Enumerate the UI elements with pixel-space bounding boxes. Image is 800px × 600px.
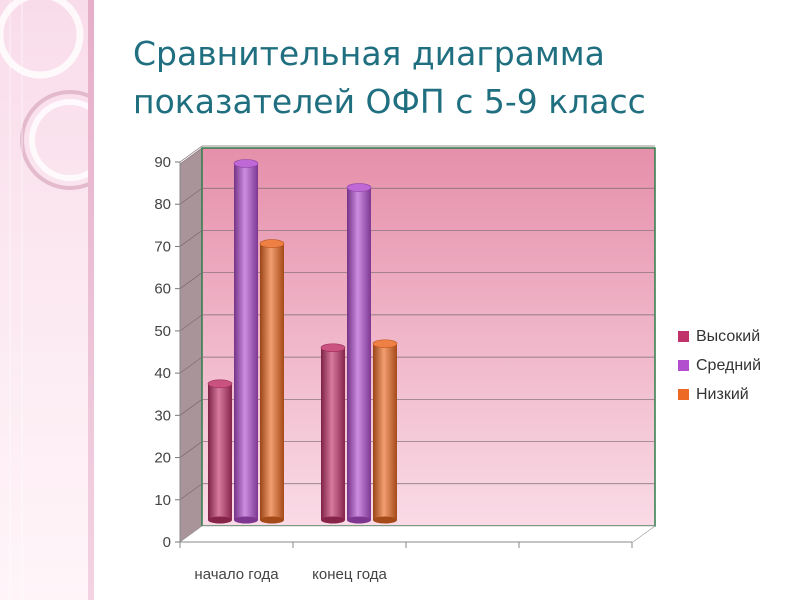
- legend-swatch: [678, 360, 689, 371]
- decorative-side-panel: [0, 0, 88, 600]
- gridline-side: [179, 145, 203, 163]
- bar-chart: 0 10 20 30 40 50 60 70 80 90 начало года конец года: [154, 145, 656, 583]
- bar-top: [207, 379, 233, 389]
- gridline-side: [179, 187, 203, 205]
- y-tick-label: 0: [163, 534, 171, 551]
- y-tick-label: 90: [154, 154, 171, 171]
- x-tick-label: начало года: [194, 566, 279, 583]
- y-tick-label: 40: [154, 365, 171, 382]
- y-tick-label: 30: [154, 407, 171, 424]
- y-tick-label: 20: [154, 450, 171, 467]
- x-tick-label: конец года: [312, 566, 387, 583]
- y-tick-label: 70: [154, 238, 171, 255]
- bar-Высокий: [321, 347, 345, 520]
- bar-top: [346, 183, 372, 192]
- chart-floor: [179, 525, 656, 543]
- legend-label: Средний: [696, 356, 762, 374]
- legend-item: Высокий: [678, 322, 761, 351]
- chart-legend: Высокий Средний Низкий: [678, 322, 761, 409]
- bar-Низкий: [260, 243, 284, 520]
- y-tick-label: 80: [154, 196, 171, 213]
- y-tick-label: 50: [154, 323, 171, 340]
- gridline-side: [179, 483, 203, 501]
- chart-side-wall: [179, 147, 203, 543]
- bar-base: [347, 516, 371, 524]
- y-tick-label: 60: [154, 281, 171, 298]
- slide-title: Сравнительная диаграмма показателей ОФП …: [133, 30, 773, 126]
- legend-label: Высокий: [696, 327, 761, 345]
- gridline-side: [179, 314, 203, 332]
- bar-top: [233, 159, 259, 168]
- bar-base: [260, 516, 284, 524]
- bar-base: [373, 516, 397, 524]
- bar-base: [234, 516, 258, 524]
- gridline-side: [179, 272, 203, 289]
- bar-top: [320, 343, 346, 353]
- legend-swatch: [678, 331, 689, 342]
- gridline-side: [179, 399, 203, 416]
- legend-swatch: [678, 389, 689, 400]
- bar-top: [372, 339, 398, 349]
- y-tick-label: 10: [154, 492, 171, 509]
- legend-item: Средний: [678, 351, 761, 380]
- legend-item: Низкий: [678, 380, 761, 409]
- legend-label: Низкий: [696, 385, 749, 403]
- title-line-1: Сравнительная диаграмма: [133, 34, 605, 73]
- gridline-side: [179, 230, 203, 247]
- gridline-side: [179, 441, 203, 458]
- bar-Средний: [234, 163, 258, 520]
- title-line-2: показателей ОФП с 5-9 класс: [133, 82, 646, 121]
- decorative-circles: [0, 0, 88, 600]
- bar-base: [208, 516, 232, 524]
- decorative-side-stripe: [88, 0, 94, 600]
- gridline-side: [179, 356, 203, 374]
- bar-Средний: [347, 187, 371, 520]
- bar-base: [321, 516, 345, 524]
- bar-top: [259, 239, 285, 248]
- bar-Низкий: [373, 343, 397, 520]
- bar-Высокий: [208, 383, 232, 520]
